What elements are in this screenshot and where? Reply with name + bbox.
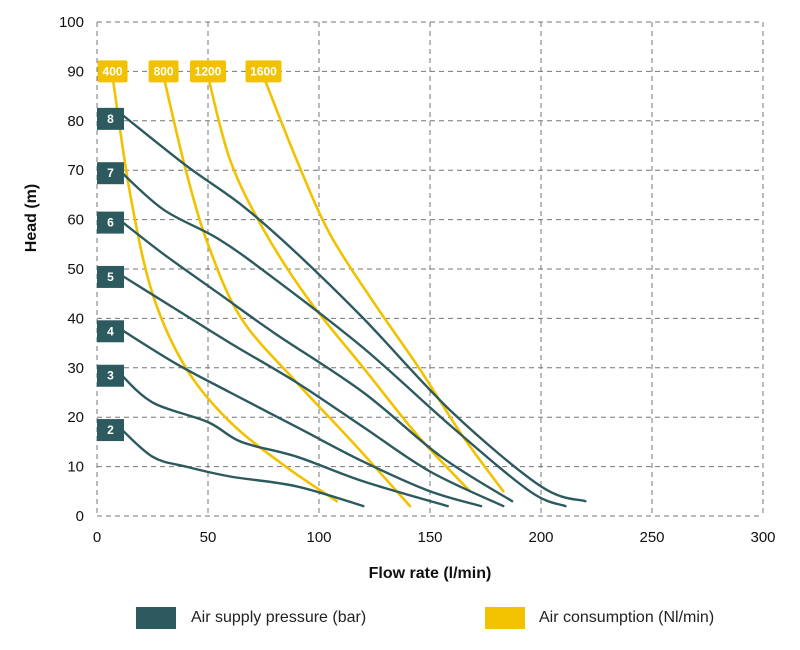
y-tick-label: 40 — [67, 310, 84, 327]
pressure-tag-label: 2 — [107, 423, 114, 437]
pressure-tag-label: 8 — [107, 112, 114, 126]
pressure-tag-box — [97, 162, 124, 185]
y-tick-label: 0 — [76, 508, 84, 525]
pressure-tag-8: 8 — [97, 107, 124, 130]
pressure-curve-4 — [118, 327, 483, 508]
x-tick-label: 100 — [306, 529, 331, 546]
consumption-tag-label: 1200 — [195, 64, 222, 78]
curve-labels: 8 7 6 5 4 3 2 400 800 1200 1600 — [97, 60, 282, 442]
consumption-tag-box — [245, 60, 282, 83]
consumption-tag-1600: 1600 — [245, 60, 282, 83]
x-tick-label: 200 — [528, 529, 553, 546]
x-tick-label: 250 — [639, 529, 664, 546]
consumption-tag-box — [190, 60, 226, 83]
y-tick-label: 10 — [67, 459, 84, 476]
pressure-tag-2: 2 — [97, 419, 124, 442]
y-axis-title: Head (m) — [23, 184, 40, 252]
pressure-tag-box — [97, 419, 124, 442]
x-tick-label: 50 — [200, 529, 217, 546]
y-tick-label: 90 — [67, 63, 84, 80]
chart-legend: Air supply pressure (bar) Air consumptio… — [136, 607, 714, 629]
pressure-tag-3: 3 — [97, 364, 124, 387]
pressure-curve-5 — [118, 272, 505, 508]
pressure-tag-box — [97, 107, 124, 130]
pressure-tag-6: 6 — [97, 211, 124, 234]
pressure-tag-box — [97, 265, 124, 288]
axis-ticks: 0 50 100 150 200 250 300 0 10 20 30 40 50 60 70 80 90 100 — [59, 14, 776, 546]
pressure-tag-label: 5 — [107, 270, 114, 284]
pressure-tag-label: 7 — [107, 166, 114, 180]
x-tick-label: 0 — [93, 529, 101, 546]
pressure-curve-2 — [118, 425, 365, 508]
pressure-tag-5: 5 — [97, 265, 124, 288]
consumption-tag-label: 800 — [154, 64, 174, 78]
y-tick-label: 30 — [67, 360, 84, 377]
pressure-curve-8 — [122, 114, 587, 503]
y-tick-label: 70 — [67, 162, 84, 179]
y-tick-label: 20 — [67, 409, 84, 426]
chart-curves — [111, 75, 587, 508]
chart-grid — [96, 21, 764, 517]
legend-label-pressure: Air supply pressure (bar) — [191, 609, 366, 626]
legend-swatch-pressure — [136, 607, 176, 629]
x-axis-title: Flow rate (l/min) — [369, 565, 492, 582]
pressure-curve-6 — [118, 218, 514, 503]
pressure-tag-label: 4 — [107, 324, 114, 338]
consumption-curve-1200 — [206, 75, 472, 493]
consumption-curve-400 — [111, 75, 339, 503]
consumption-curve-800 — [162, 75, 412, 508]
consumption-tag-800: 800 — [148, 60, 179, 83]
consumption-tag-label: 1600 — [250, 64, 277, 78]
pressure-tag-label: 3 — [107, 369, 114, 383]
consumption-tag-1200: 1200 — [190, 60, 226, 83]
consumption-tag-box — [148, 60, 179, 83]
legend-label-consumption: Air consumption (Nl/min) — [539, 609, 714, 626]
y-tick-label: 50 — [67, 261, 84, 278]
y-tick-label: 100 — [59, 14, 84, 31]
pressure-curve-7 — [118, 169, 567, 508]
x-tick-label: 300 — [750, 529, 775, 546]
pressure-tag-label: 6 — [107, 216, 114, 230]
pressure-tag-4: 4 — [97, 320, 124, 343]
consumption-tag-400: 400 — [97, 60, 128, 83]
pressure-curve-3 — [118, 371, 449, 508]
pressure-tag-box — [97, 211, 124, 234]
y-tick-label: 60 — [67, 212, 84, 229]
consumption-tag-label: 400 — [103, 64, 123, 78]
y-tick-label: 80 — [67, 113, 84, 130]
legend-swatch-consumption — [485, 607, 525, 629]
x-tick-label: 150 — [417, 529, 442, 546]
consumption-tag-box — [97, 60, 128, 83]
pressure-tag-box — [97, 320, 124, 343]
pressure-tag-box — [97, 364, 124, 387]
pressure-tag-7: 7 — [97, 162, 124, 185]
